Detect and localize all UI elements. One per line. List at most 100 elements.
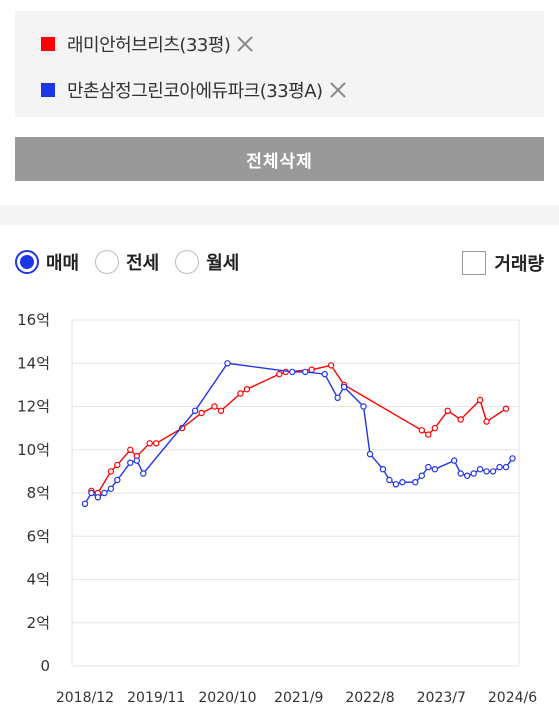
radio-jeonse[interactable]: 전세	[95, 249, 159, 275]
radio-monthly-rent-label[interactable]: 월세	[206, 253, 240, 274]
series-1-point-10	[224, 360, 231, 367]
series-1-point-3	[101, 489, 108, 497]
y-tick-label-5: 10억	[17, 441, 50, 459]
y-tick-label-2: 4억	[27, 571, 50, 589]
y-tick-label-7: 14억	[17, 354, 50, 372]
remove-compare-item-0-icon[interactable]	[234, 33, 256, 55]
x-tick-label-4: 2022/8	[345, 690, 394, 706]
radio-sale-label[interactable]: 매매	[46, 253, 80, 274]
series-1-point-18	[379, 465, 387, 473]
series-1-point-11	[289, 368, 296, 376]
compare-item-1: 만촌삼정그린코아에듀파크(33평A)	[41, 77, 349, 103]
y-axis-tick-labels: 0 2억 4억 6억 8억 10억 12억 14억 16억	[17, 311, 50, 675]
clear-all-button[interactable]: 전체삭제	[15, 137, 544, 181]
series-1-point-30	[476, 465, 484, 473]
series-1-point-22	[412, 478, 419, 486]
series-1-point-4	[107, 485, 115, 492]
y-tick-label-8: 16억	[17, 311, 50, 329]
section-divider	[0, 205, 559, 225]
series-1-point-12	[302, 368, 309, 376]
chart-series	[81, 360, 516, 507]
x-tick-label-5: 2023/7	[417, 690, 466, 706]
y-tick-label-3: 6억	[27, 527, 50, 545]
radio-monthly-rent-circle[interactable]	[175, 250, 200, 274]
series-1-point-33	[496, 463, 503, 471]
series-1-point-7	[133, 457, 140, 464]
compare-item-0: 래미안허브리츠(33평)	[41, 31, 256, 57]
series-0-point-6	[146, 440, 153, 447]
series-1-point-34	[502, 463, 510, 471]
trade-type-radio-group: 매매 전세 월세	[15, 248, 255, 276]
y-tick-label-6: 12억	[17, 398, 50, 416]
series-1-line	[84, 362, 514, 505]
series-1-point-21	[399, 478, 406, 486]
series-0-point-12	[237, 390, 244, 397]
compare-list: 래미안허브리츠(33평) 만촌삼정그린코아에듀파크(33평A)	[15, 11, 544, 117]
series-1-point-20	[392, 481, 400, 488]
trade-volume-toggle[interactable]: 거래량	[462, 250, 544, 276]
series-0-point-20	[425, 431, 432, 438]
series-1-point-5	[114, 476, 121, 484]
series-0-point-9	[198, 409, 205, 417]
chart-gridlines	[71, 319, 520, 667]
series-0-point-26	[502, 405, 510, 412]
series-1-point-31	[483, 468, 490, 475]
y-tick-label-4: 8억	[27, 484, 50, 502]
series-1-point-6	[127, 459, 134, 466]
radio-sale[interactable]: 매매	[15, 249, 79, 275]
series-0-point-16	[308, 366, 315, 373]
series-1-point-29	[470, 470, 477, 477]
series-1-point-25	[431, 465, 438, 473]
radio-jeonse-label[interactable]: 전세	[126, 253, 160, 274]
compare-item-label-0: 래미안허브리츠(33평)	[67, 35, 231, 56]
series-0-point-22	[444, 407, 451, 415]
series-1-point-27	[457, 470, 464, 477]
series-0-point-23	[457, 416, 464, 423]
radio-sale-circle[interactable]	[15, 250, 39, 274]
series-1-point-15	[340, 383, 348, 391]
series-1-point-2	[94, 494, 102, 501]
x-tick-label-3: 2021/9	[274, 690, 323, 706]
series-0-point-11	[217, 407, 225, 415]
x-tick-label-6: 2024/6	[488, 690, 537, 706]
y-tick-label-0: 0	[40, 657, 50, 675]
series-color-swatch-0	[41, 37, 55, 51]
radio-monthly-rent[interactable]: 월세	[175, 249, 239, 275]
series-0-point-2	[107, 468, 115, 475]
series-1-point-9	[191, 407, 199, 415]
series-1-point-23	[418, 472, 425, 479]
series-0-point-21	[431, 424, 438, 432]
series-0-point-17	[327, 362, 335, 369]
series-1-point-28	[464, 472, 471, 479]
series-1-point-14	[334, 394, 341, 402]
series-0-line	[91, 364, 507, 494]
series-0-point-24	[476, 396, 484, 404]
series-1-point-19	[386, 476, 393, 484]
series-0-point-25	[483, 418, 490, 425]
x-axis-tick-labels: 2018/12 2019/11 2020/10 2021/9 2022/8 2023/7 2…	[56, 690, 537, 706]
series-0-point-3	[114, 461, 121, 469]
x-tick-label-0: 2018/12	[56, 690, 114, 706]
radio-jeonse-circle[interactable]	[95, 250, 120, 274]
series-1-point-13	[321, 370, 328, 378]
series-0-point-13	[243, 385, 251, 393]
series-0-point-19	[418, 427, 425, 434]
series-1-point-35	[509, 455, 516, 462]
trade-volume-label[interactable]: 거래량	[494, 254, 544, 275]
x-tick-label-2: 2020/10	[198, 690, 256, 706]
series-0-point-14	[276, 370, 283, 378]
series-1-point-17	[366, 450, 374, 458]
series-1-point-26	[451, 457, 458, 464]
series-1-point-8	[140, 470, 147, 477]
series-1-point-1	[88, 489, 95, 497]
y-tick-label-1: 2억	[27, 614, 50, 632]
price-trend-chart: 0 2억 4억 6억 8억 10억 12억 14억 16억 2018/12 2019/11 2020…	[17, 311, 537, 706]
compare-item-label-1: 만촌삼정그린코아에듀파크(33평A)	[67, 81, 323, 102]
remove-compare-item-1-icon[interactable]	[327, 79, 349, 101]
series-0-point-10	[211, 403, 218, 410]
series-color-swatch-1	[41, 83, 55, 97]
series-1-point-24	[425, 463, 432, 471]
series-0-point-7	[152, 440, 160, 447]
series-1-point-0	[81, 500, 89, 507]
trade-volume-checkbox[interactable]	[462, 251, 487, 275]
